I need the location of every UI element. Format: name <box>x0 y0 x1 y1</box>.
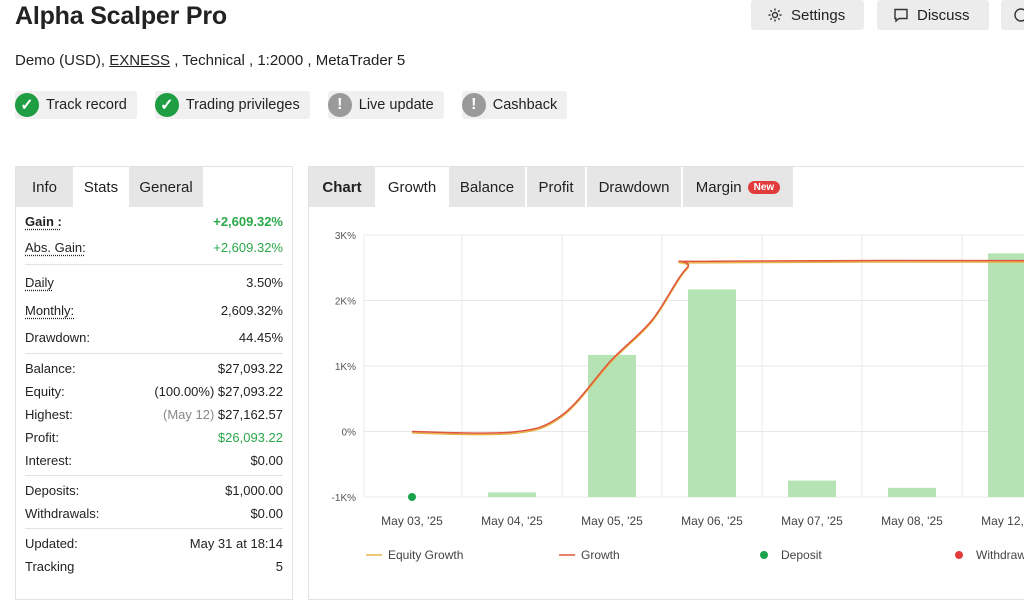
settings-label: Settings <box>791 6 846 24</box>
growth-bar <box>688 289 736 497</box>
page-title: Alpha Scalper Pro <box>15 2 227 30</box>
x-tick-label: May 07, '25 <box>781 514 843 528</box>
broker-link[interactable]: EXNESS <box>109 52 171 69</box>
y-tick-label: 1K% <box>335 362 356 373</box>
badge-live-update[interactable]: ! Live update <box>327 91 444 119</box>
x-tick-label: May 04, '25 <box>481 514 543 528</box>
stat-equity: Equity: (100.00%) $27,093.22 <box>25 384 283 399</box>
account-subtitle: Demo (USD), EXNESS , Technical , 1:2000 … <box>15 52 406 69</box>
x-tick-label: May 12, '25 <box>981 514 1024 528</box>
stat-balance: Balance: $27,093.22 <box>25 361 283 376</box>
stat-abs-gain: Abs. Gain: +2,609.32% <box>25 239 283 255</box>
badge-cashback[interactable]: ! Cashback <box>461 91 568 119</box>
stats-tabs: Info Stats General <box>16 167 292 207</box>
stat-drawdown: Drawdown: 44.45% <box>25 329 283 345</box>
more-button[interactable] <box>1001 0 1024 30</box>
exclamation-icon: ! <box>461 93 486 117</box>
tab-chart[interactable]: Chart <box>309 167 375 207</box>
legend-deposit-marker <box>760 551 768 559</box>
y-tick-label: -1K% <box>332 493 357 504</box>
legend-growth: Growth <box>581 548 620 562</box>
legend-equity-growth: Equity Growth <box>388 548 463 562</box>
tab-balance[interactable]: Balance <box>449 167 525 207</box>
stat-withdrawals: Withdrawals: $0.00 <box>25 506 283 521</box>
chart-panel: Chart Growth Balance Profit Drawdown Mar… <box>308 166 1024 600</box>
gear-icon <box>768 8 782 22</box>
stat-tracking: Tracking 5 <box>25 559 283 574</box>
discuss-label: Discuss <box>917 6 970 24</box>
discuss-button[interactable]: Discuss <box>877 0 989 30</box>
legend-withdrawal: Withdrawal <box>976 548 1024 562</box>
stats-panel: Info Stats General Gain : +2,609.32% Abs… <box>15 166 293 600</box>
badge-trading-privileges[interactable]: ✓ Trading privileges <box>154 91 310 119</box>
stat-interest: Interest: $0.00 <box>25 453 283 468</box>
stat-monthly: Monthly: 2,609.32% <box>25 302 283 318</box>
tab-info[interactable]: Info <box>16 167 73 207</box>
growth-bar <box>788 480 836 497</box>
tab-drawdown[interactable]: Drawdown <box>587 167 681 207</box>
equity-growth-line <box>411 261 1024 436</box>
stat-deposits: Deposits: $1,000.00 <box>25 483 283 498</box>
settings-button[interactable]: Settings <box>751 0 864 30</box>
info-icon <box>1014 8 1024 22</box>
deposit-point <box>408 493 416 501</box>
y-tick-label: 2K% <box>335 297 356 308</box>
x-tick-label: May 05, '25 <box>581 514 643 528</box>
tab-margin[interactable]: Margin New <box>683 167 793 207</box>
tab-profit[interactable]: Profit <box>527 167 585 207</box>
tab-stats[interactable]: Stats <box>73 167 129 207</box>
x-tick-label: May 06, '25 <box>681 514 743 528</box>
stat-highest: Highest: (May 12) $27,162.57 <box>25 407 283 422</box>
stat-profit: Profit: $26,093.22 <box>25 430 283 445</box>
x-tick-label: May 08, '25 <box>881 514 943 528</box>
legend-deposit: Deposit <box>781 548 822 562</box>
y-tick-label: 3K% <box>335 231 356 242</box>
growth-bar <box>988 253 1024 497</box>
growth-chart: -1K% 0% 1K% 2K% 3K% May 03, '25 May 04, '25 May… <box>332 231 1024 562</box>
check-icon: ✓ <box>15 93 39 117</box>
growth-bar <box>488 492 536 497</box>
exclamation-icon: ! <box>327 93 352 117</box>
stat-gain: Gain : +2,609.32% <box>25 214 283 229</box>
chat-icon <box>894 8 908 23</box>
tab-general[interactable]: General <box>129 167 203 207</box>
growth-line <box>411 259 1024 434</box>
x-tick-label: May 03, '25 <box>381 514 443 528</box>
check-icon: ✓ <box>154 93 179 117</box>
legend-withdrawal-marker <box>955 551 963 559</box>
tab-growth[interactable]: Growth <box>375 167 449 207</box>
badge-track-record[interactable]: ✓ Track record <box>15 91 137 119</box>
new-badge: New <box>747 180 781 194</box>
y-tick-label: 0% <box>342 428 357 439</box>
stat-daily: Daily 3.50% <box>25 274 283 290</box>
chart-tabs: Chart Growth Balance Profit Drawdown Mar… <box>309 167 1024 207</box>
growth-bar <box>888 487 936 497</box>
verification-badges: ✓ Track record ✓ Trading privileges ! Li… <box>15 91 568 119</box>
stat-updated: Updated: May 31 at 18:14 <box>25 536 283 551</box>
growth-bar <box>588 354 636 497</box>
